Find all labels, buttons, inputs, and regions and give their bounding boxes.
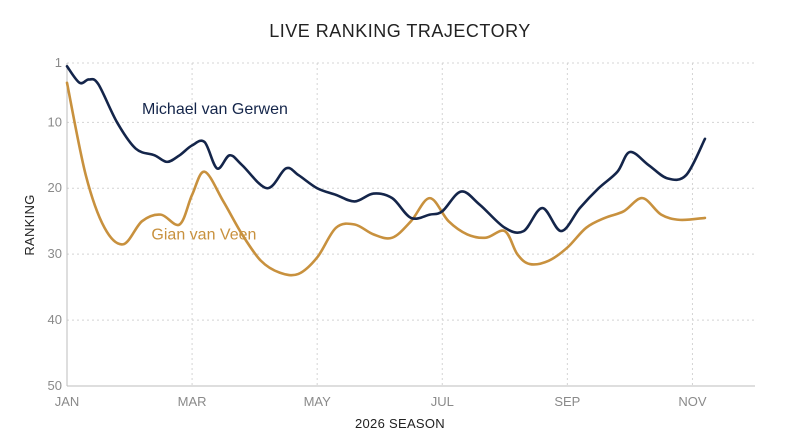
y-tick-label: 10 <box>48 114 62 129</box>
y-tick-label: 50 <box>48 378 62 393</box>
x-tick-label: JUL <box>431 394 454 409</box>
x-tick-label: NOV <box>678 394 707 409</box>
series-label-michael-van-gerwen: Michael van Gerwen <box>142 101 288 118</box>
x-tick-label: MAR <box>178 394 207 409</box>
series-label-layer: Michael van Gerwen Gian van Veen <box>142 101 288 243</box>
y-tick-label: 1 <box>55 55 62 70</box>
y-tick-label: 20 <box>48 180 62 195</box>
x-tick-label: JAN <box>55 394 80 409</box>
series-line-michael-van-gerwen <box>65 64 707 234</box>
chart-title: LIVE RANKING TRAJECTORY <box>269 21 531 41</box>
x-axis-label: 2026 SEASON <box>355 416 445 431</box>
y-tick-label: 30 <box>48 246 62 261</box>
y-tick-label: 40 <box>48 312 62 327</box>
x-tick-label: MAY <box>304 394 332 409</box>
series-layer <box>65 64 707 277</box>
y-axis-label: RANKING <box>22 194 37 255</box>
x-tick-label: SEP <box>554 394 580 409</box>
series-label-gian-van-veen: Gian van Veen <box>151 226 256 243</box>
series-line-gian-van-veen <box>65 81 707 277</box>
